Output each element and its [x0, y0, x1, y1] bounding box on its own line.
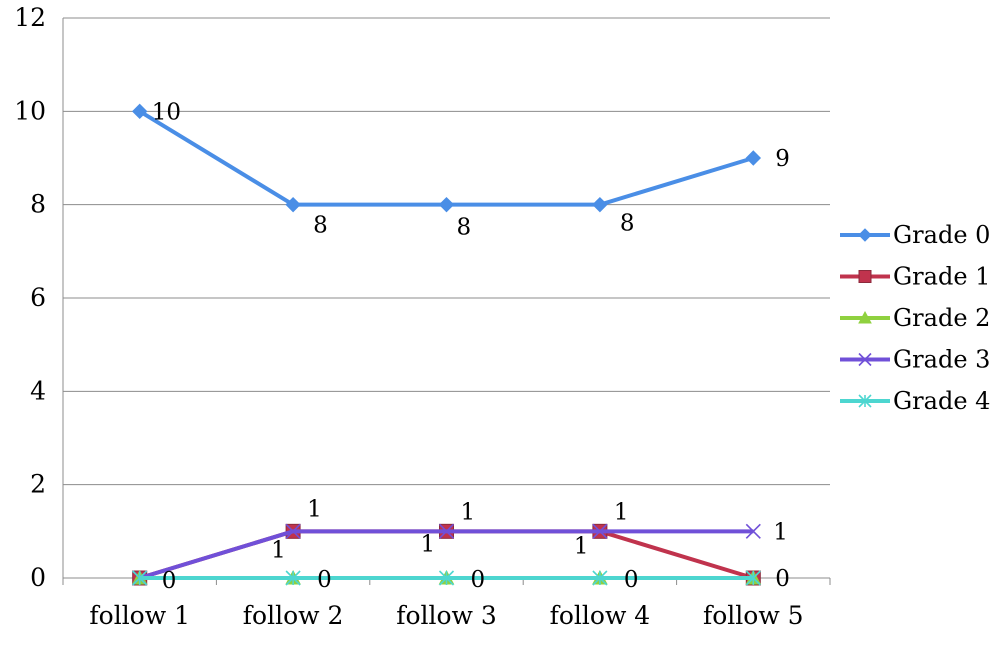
- grade-3-point-2: [285, 523, 301, 539]
- legend-marker-triangle-icon: [858, 310, 872, 324]
- grade-0-point-3: [438, 196, 455, 213]
- grade-4-point-3: [438, 570, 455, 586]
- grade-3-point-5: [745, 523, 761, 539]
- grade-4-point-2: [285, 570, 301, 586]
- legend-item-grade-1: Grade 1: [840, 263, 990, 291]
- legend-label-grade-1: Grade 1: [893, 263, 990, 291]
- y-tick-label-6: 6: [30, 283, 46, 312]
- legend-item-grade-3: Grade 3: [840, 346, 990, 374]
- y-tick-label-12: 12: [14, 3, 46, 32]
- grade-0-data-label-5: 9: [775, 146, 790, 172]
- legend-marker-x-icon: [858, 352, 872, 367]
- grade-4-data-label-3: 0: [471, 567, 486, 593]
- grade-1-data-label-2: 1: [307, 496, 322, 522]
- grade-4-point-1: [132, 570, 148, 586]
- grade-0-line: [138, 109, 754, 207]
- grade-0-data-label-3: 8: [457, 215, 472, 241]
- legend-label-grade-3: Grade 3: [893, 346, 990, 374]
- legend: Grade 0 Grade 1 Grade 2 Grade 3 Grade 4: [840, 221, 990, 415]
- legend-label-grade-0: Grade 0: [893, 221, 990, 249]
- grade-1-data-label-3: 1: [461, 499, 476, 525]
- x-tick-label-2: follow 2: [243, 601, 344, 630]
- legend-item-grade-4: Grade 4: [840, 387, 990, 415]
- grade-4-data-label-2: 0: [317, 567, 332, 593]
- grade-3-data-label-5: 1: [773, 519, 788, 545]
- grade-0-data-label-2: 8: [313, 213, 328, 239]
- grade-4-point-4: [592, 570, 608, 586]
- legend-item-grade-2: Grade 2: [840, 304, 990, 332]
- grade-0-point-1: [131, 103, 148, 120]
- grade-1-data-label-4: 1: [614, 499, 629, 525]
- legend-label-grade-4: Grade 4: [893, 387, 990, 415]
- y-tick-label-0: 0: [30, 563, 46, 592]
- legend-label-grade-2: Grade 2: [893, 304, 990, 332]
- grade-0-data-label-1: 10: [152, 99, 181, 125]
- grade-4-data-label-4: 0: [624, 567, 639, 593]
- grade-0-point-4: [592, 196, 608, 213]
- x-tick-label-3: follow 3: [396, 601, 497, 630]
- x-tick-label-5: follow 5: [703, 601, 804, 630]
- y-tick-label-2: 2: [30, 470, 46, 499]
- grade-4-point-5: [745, 570, 761, 586]
- legend-marker-square-icon: [858, 270, 872, 283]
- grade-0-point-5: [745, 150, 762, 166]
- y-tick-label-4: 4: [30, 376, 46, 405]
- grade-3-point-3: [438, 523, 455, 539]
- series-layer: [131, 103, 762, 586]
- grade-1-data-label-5: 0: [775, 566, 790, 592]
- grade-3-data-label-3: 1: [421, 531, 436, 557]
- grade-0-point-2: [285, 196, 301, 213]
- grade-3-data-label-2: 1: [271, 537, 286, 563]
- grade-1-data-label-1: 0: [162, 568, 177, 594]
- x-tick-label-1: follow 1: [89, 601, 190, 630]
- x-tick-label-4: follow 4: [550, 601, 651, 630]
- legend-marker-asterisk-icon: [858, 394, 872, 408]
- grade-3-data-label-4: 1: [574, 533, 589, 559]
- y-tick-label-8: 8: [30, 190, 46, 219]
- y-tick-label-10: 10: [14, 96, 46, 125]
- legend-marker-diamond-icon: [858, 228, 872, 242]
- grade-0-data-label-4: 8: [620, 211, 635, 237]
- grade-3-point-4: [592, 523, 608, 539]
- legend-item-grade-0: Grade 0: [840, 221, 990, 249]
